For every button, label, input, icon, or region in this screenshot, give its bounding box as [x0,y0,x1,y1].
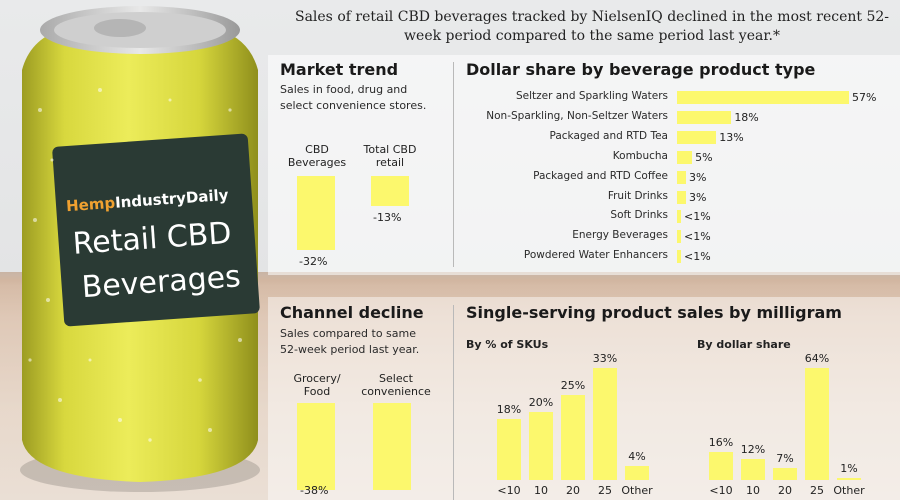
dollar-share-value: 5% [695,150,713,164]
mg-bar-skus [561,395,585,480]
mg-category-label-skus: 10 [534,484,548,497]
mg-bar-value-dollar: 7% [776,451,794,465]
market-trend-bar-cbd-beverages [297,176,335,250]
market-trend-value-total-cbd-retail: -13% [373,210,402,224]
mg-bar-skus [593,368,617,480]
dollar-share-category: Fruit Drinks [607,189,668,202]
mg-bar-value-dollar: 64% [804,352,830,365]
dollar-share-category: Non-Sparkling, Non-Seltzer Waters [486,109,668,122]
market-trend-value-cbd-beverages: -32% [299,254,328,268]
dollar-share-value: 3% [689,190,707,204]
mg-category-label-dollar: 25 [810,484,824,497]
dollar-chart-title: By dollar share [697,338,791,351]
mg-category-label-dollar: 10 [746,484,760,497]
mg-bar-value-skus: 18% [496,402,522,416]
mg-bar-value-skus: 33% [592,352,618,365]
mg-bar-dollar [837,478,861,481]
mg-bar-value-dollar: 16% [708,436,734,449]
channel-decline-bar-convenience [373,403,411,491]
dollar-share-category: Packaged and RTD Coffee [533,169,668,182]
market-trend-desc: Sales in food, drug and select convenien… [280,83,427,112]
dollar-share-value: <1% [684,250,711,264]
dollar-share-bar [677,230,681,244]
single-serving-title: Single-serving product sales by milligra… [466,303,842,322]
dollar-share-category: Energy Beverages [572,229,668,242]
mg-bar-value-dollar: 1% [840,462,858,476]
market-trend-col-head-1: CBD Beverages [287,143,347,169]
mg-bar-skus [497,418,521,480]
mg-bar-skus [529,412,553,480]
dollar-share-category: Kombucha [612,149,668,162]
dollar-share-bar [677,91,849,104]
mg-category-label-skus: Other [621,484,653,497]
channel-decline-desc: Sales compared to same 52-week period la… [280,327,420,356]
channel-decline-value-grocery: -38% [300,484,329,497]
dollar-share-title: Dollar share by beverage product type [466,60,816,79]
divider-bottom [453,305,454,500]
dollar-share-category: Packaged and RTD Tea [549,129,668,142]
dollar-share-value: <1% [684,230,711,244]
dollar-share-bar [677,190,687,204]
page-subtitle: Sales of retail CBD beverages tracked by… [294,9,889,44]
market-trend-bar-total-cbd-retail [371,176,409,206]
dollar-share-bar [677,170,687,184]
mg-bar-value-skus: 25% [560,379,586,393]
mg-category-label-skus: 25 [598,484,612,497]
mg-bar-dollar [805,368,829,480]
channel-decline-title: Channel decline [280,303,424,322]
dollar-share-bar [677,110,732,124]
mg-category-label-skus: <10 [497,484,521,497]
dollar-share-value: 57% [852,91,877,104]
dollar-share-bar [677,250,681,264]
dollar-share-value: <1% [684,210,711,224]
dollar-share-bar [677,210,681,224]
mg-bar-dollar [773,467,797,480]
mg-category-label-dollar: 20 [778,484,792,497]
mg-category-label-skus: 20 [566,484,580,497]
mg-bar-value-skus: 4% [628,450,646,464]
mg-category-label-dollar: Other [833,484,865,497]
channel-decline-bar-grocery [297,403,335,491]
channel-decline-col-head-2: Select convenience [361,372,431,398]
dollar-share-bar [677,130,717,144]
dollar-share-value: 3% [689,170,707,184]
mg-bar-value-dollar: 12% [740,443,766,456]
mg-bar-dollar [741,459,765,480]
cbd-can-illustration: HempIndustryDaily Retail CBD Beverages [20,6,260,492]
divider-top [453,62,454,267]
market-trend-col-head-2: Total CBD retail [363,143,417,169]
skus-chart-title: By % of SKUs [466,338,549,351]
dollar-share-category: Seltzer and Sparkling Waters [515,90,668,102]
mg-bar-skus [625,466,649,480]
mg-bar-dollar [709,452,733,480]
dollar-share-bar [677,150,693,164]
market-trend-title: Market trend [280,60,399,79]
dollar-share-category: Powdered Water Enhancers [523,249,668,262]
mg-category-label-dollar: <10 [709,484,733,497]
dollar-share-value: 18% [734,110,759,124]
channel-decline-col-head-1: Grocery/ Food [293,372,341,398]
dollar-share-category: Soft Drinks [610,209,668,222]
mg-bar-value-skus: 20% [528,396,554,410]
dollar-share-value: 13% [719,130,744,144]
